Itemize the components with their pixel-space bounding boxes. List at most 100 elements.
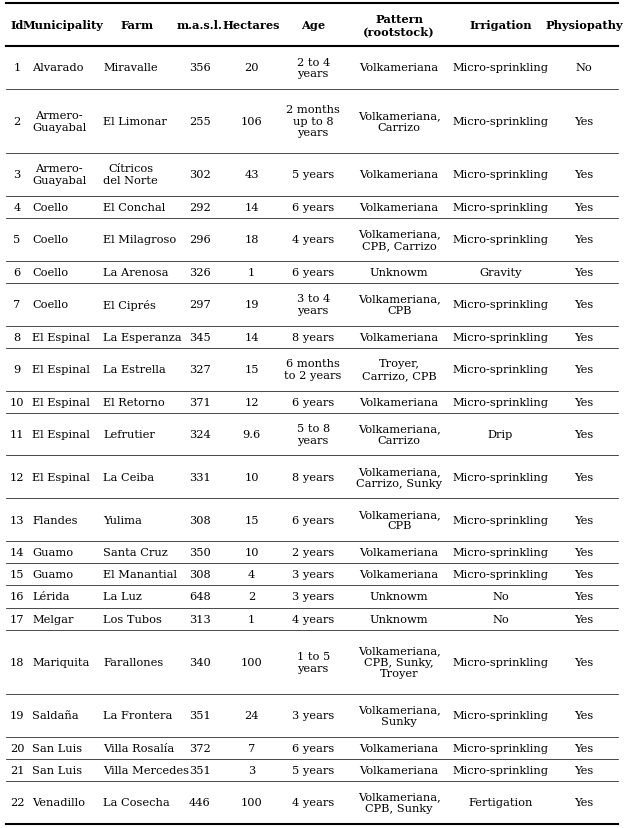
Text: Villa Mercedes: Villa Mercedes <box>103 765 189 775</box>
Text: La Cosecha: La Cosecha <box>103 797 170 807</box>
Text: Pattern
(rootstock): Pattern (rootstock) <box>363 13 435 37</box>
Text: Troyer,
Carrizo, CPB: Troyer, Carrizo, CPB <box>362 359 437 381</box>
Text: 1: 1 <box>13 63 21 73</box>
Text: Volkameriana: Volkameriana <box>359 743 439 753</box>
Text: 3 years: 3 years <box>292 570 334 580</box>
Text: Micro-sprinkling: Micro-sprinkling <box>452 235 548 245</box>
Text: 9: 9 <box>13 364 21 375</box>
Text: Coello: Coello <box>32 300 68 310</box>
Text: 10: 10 <box>244 547 259 557</box>
Text: El Conchal: El Conchal <box>103 203 165 213</box>
Text: Volkameriana: Volkameriana <box>359 397 439 407</box>
Text: No: No <box>492 614 509 624</box>
Text: Coello: Coello <box>32 203 68 213</box>
Text: 331: 331 <box>189 472 211 482</box>
Text: 6 years: 6 years <box>292 515 334 525</box>
Text: 100: 100 <box>241 657 262 667</box>
Text: 5 years: 5 years <box>292 170 334 180</box>
Text: Yes: Yes <box>574 657 593 667</box>
Text: El Manantial: El Manantial <box>103 570 177 580</box>
Text: Municipality: Municipality <box>23 20 104 31</box>
Text: 648: 648 <box>189 592 211 602</box>
Text: Yes: Yes <box>574 170 593 180</box>
Text: Yes: Yes <box>574 472 593 482</box>
Text: Micro-sprinkling: Micro-sprinkling <box>452 570 548 580</box>
Text: Armero-
Guayabal: Armero- Guayabal <box>32 111 87 132</box>
Text: 1: 1 <box>248 614 255 624</box>
Text: 340: 340 <box>189 657 211 667</box>
Text: Yes: Yes <box>574 743 593 753</box>
Text: Yes: Yes <box>574 797 593 807</box>
Text: 324: 324 <box>189 430 211 440</box>
Text: El Ciprés: El Ciprés <box>103 299 156 310</box>
Text: Volkameriana: Volkameriana <box>359 765 439 775</box>
Text: 6 years: 6 years <box>292 203 334 213</box>
Text: 14: 14 <box>244 332 259 342</box>
Text: Volkameriana,
CPB, Carrizo: Volkameriana, CPB, Carrizo <box>358 229 441 251</box>
Text: La Esperanza: La Esperanza <box>103 332 182 342</box>
Text: El Limonar: El Limonar <box>103 117 167 127</box>
Text: 10: 10 <box>244 472 259 482</box>
Text: Micro-sprinkling: Micro-sprinkling <box>452 364 548 375</box>
Text: Saldaña: Saldaña <box>32 710 79 720</box>
Text: 14: 14 <box>244 203 259 213</box>
Text: Melgar: Melgar <box>32 614 74 624</box>
Text: 255: 255 <box>189 117 211 127</box>
Text: Yulima: Yulima <box>103 515 142 525</box>
Text: La Luz: La Luz <box>103 592 142 602</box>
Text: 2 years: 2 years <box>292 547 334 557</box>
Text: 446: 446 <box>189 797 211 807</box>
Text: El Milagroso: El Milagroso <box>103 235 177 245</box>
Text: El Espinal: El Espinal <box>32 397 90 407</box>
Text: Micro-sprinkling: Micro-sprinkling <box>452 117 548 127</box>
Text: 12: 12 <box>10 472 24 482</box>
Text: 7: 7 <box>248 743 255 753</box>
Text: 5 years: 5 years <box>292 765 334 775</box>
Text: Yes: Yes <box>574 614 593 624</box>
Text: 2: 2 <box>13 117 21 127</box>
Text: Micro-sprinkling: Micro-sprinkling <box>452 397 548 407</box>
Text: No: No <box>575 63 592 73</box>
Text: 4 years: 4 years <box>292 797 334 807</box>
Text: Volkameriana,
Carrizo: Volkameriana, Carrizo <box>358 424 441 445</box>
Text: 19: 19 <box>244 300 259 310</box>
Text: 351: 351 <box>189 710 211 720</box>
Text: Volkameriana,
CPB, Sunky,
Troyer: Volkameriana, CPB, Sunky, Troyer <box>358 646 441 679</box>
Text: 18: 18 <box>10 657 24 667</box>
Text: 10: 10 <box>10 397 24 407</box>
Text: La Frontera: La Frontera <box>103 710 172 720</box>
Text: Armero-
Guayabal: Armero- Guayabal <box>32 164 87 185</box>
Text: El Espinal: El Espinal <box>32 472 90 482</box>
Text: 14: 14 <box>10 547 24 557</box>
Text: Micro-sprinkling: Micro-sprinkling <box>452 472 548 482</box>
Text: 296: 296 <box>189 235 211 245</box>
Text: 308: 308 <box>189 570 211 580</box>
Text: La Ceiba: La Ceiba <box>103 472 154 482</box>
Text: 3 years: 3 years <box>292 710 334 720</box>
Text: 5 to 8
years: 5 to 8 years <box>296 424 329 445</box>
Text: 2 months
up to 8
years: 2 months up to 8 years <box>286 105 340 138</box>
Text: 15: 15 <box>244 515 259 525</box>
Text: Micro-sprinkling: Micro-sprinkling <box>452 657 548 667</box>
Text: Flandes: Flandes <box>32 515 78 525</box>
Text: Fertigation: Fertigation <box>469 797 533 807</box>
Text: Yes: Yes <box>574 332 593 342</box>
Text: Unknowm: Unknowm <box>370 614 429 624</box>
Text: 6 years: 6 years <box>292 267 334 277</box>
Text: Physiopathy: Physiopathy <box>545 20 623 31</box>
Text: El Espinal: El Espinal <box>32 332 90 342</box>
Text: Yes: Yes <box>574 397 593 407</box>
Text: 9.6: 9.6 <box>242 430 261 440</box>
Text: Yes: Yes <box>574 765 593 775</box>
Text: Volkameriana: Volkameriana <box>359 63 439 73</box>
Text: No: No <box>492 592 509 602</box>
Text: Farm: Farm <box>121 20 154 31</box>
Text: Drip: Drip <box>488 430 513 440</box>
Text: Gravity: Gravity <box>479 267 522 277</box>
Text: Coello: Coello <box>32 267 68 277</box>
Text: Volkameriana: Volkameriana <box>359 570 439 580</box>
Text: 3 to 4
years: 3 to 4 years <box>296 294 329 315</box>
Text: El Espinal: El Espinal <box>32 430 90 440</box>
Text: 8 years: 8 years <box>292 472 334 482</box>
Text: 18: 18 <box>244 235 259 245</box>
